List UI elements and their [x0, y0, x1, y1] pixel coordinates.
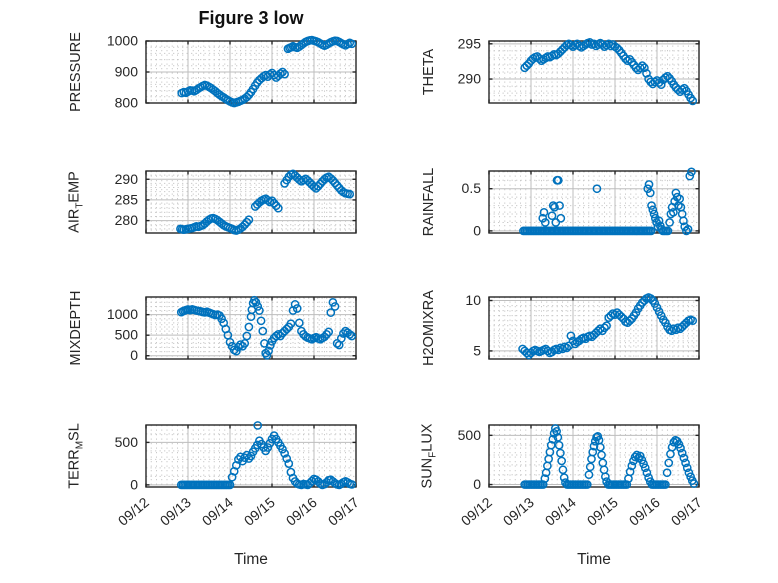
y-tick-label: 500 [458, 427, 482, 443]
y-tick-label: 5 [473, 342, 481, 358]
y-tick-label: 0 [130, 476, 138, 492]
x-tick-label: 09/17 [668, 494, 705, 529]
y-tick-label: 285 [115, 191, 139, 207]
y-axis-label-terr-msl: TERRMSL [66, 423, 86, 489]
x-tick-label: 09/13 [157, 494, 194, 529]
x-tick-label: 09/15 [241, 494, 278, 529]
y-tick-label: 0.5 [462, 180, 482, 196]
y-tick-label: 0 [130, 347, 138, 363]
plot-area-pressure: 800 900 1000 [107, 33, 357, 111]
subplot-pressure: 800 900 1000 [92, 31, 370, 122]
x-axis-label-right: Time [577, 551, 611, 568]
x-tick-label: 09/14 [199, 494, 236, 529]
x-axis-label-left: Time [234, 551, 268, 568]
x-tick-label: 09/14 [542, 494, 579, 529]
plot-area-rainfall: 00.5 [462, 167, 700, 238]
y-tick-label: 290 [458, 71, 482, 87]
plot-area-h2omixra: 5 10 [465, 292, 700, 360]
y-tick-label: 500 [115, 327, 139, 343]
subplot-mixdepth: 0 500 1000 [92, 287, 370, 378]
x-tick-label: 09/15 [584, 494, 621, 529]
y-tick-label: 1000 [107, 306, 138, 322]
y-axis-label-rainfall: RAINFALL [421, 167, 437, 237]
y-tick-label: 900 [115, 64, 139, 80]
subplot-terr-msl: 0 500 09/12 09/13 09/14 09/15 09/16 09/17 [92, 415, 370, 570]
plot-area-terr-msl: 0 500 09/12 09/13 09/14 09/15 09/16 09/17 [115, 421, 362, 529]
y-axis-label-sun-flux: SUNFLUX [419, 423, 439, 489]
y-tick-label: 800 [115, 95, 139, 111]
x-tick-label: 09/17 [325, 494, 362, 529]
y-axis-label-air-temp: AIRTEMP [66, 171, 86, 233]
y-tick-label: 290 [115, 171, 139, 187]
subplot-rainfall: 0 0.5 [435, 161, 713, 252]
plot-area-mixdepth: 0 500 1000 [107, 295, 357, 363]
y-tick-label: 0 [473, 476, 481, 492]
x-tick-label: 09/12 [458, 494, 495, 529]
plot-area-air-temp: 280 285 290 [115, 169, 357, 235]
y-tick-label: 1000 [107, 33, 138, 49]
subplot-theta: 290 295 [435, 31, 713, 122]
x-tick-label: 09/12 [115, 494, 152, 529]
y-tick-label: 0 [473, 222, 481, 238]
x-tick-label: 09/13 [500, 494, 537, 529]
y-tick-label: 10 [465, 292, 481, 308]
plot-area-sun-flux: 0 500 09/12 09/13 09/14 09/15 09/16 09/17 [458, 424, 705, 529]
plot-area-theta: 290 295 [458, 35, 700, 106]
x-tick-label: 09/16 [283, 494, 320, 529]
subplot-h2omixra: 5 10 [435, 287, 713, 378]
y-tick-label: 500 [115, 434, 139, 450]
figure-title: Figure 3 low [198, 8, 304, 28]
subplot-sun-flux: 0 500 09/12 09/13 09/14 09/15 09/16 09/17 [435, 415, 713, 570]
y-axis-label-pressure: PRESSURE [68, 32, 84, 112]
subplot-air-temp: 280 285 290 [92, 161, 370, 252]
y-tick-label: 280 [115, 212, 139, 228]
y-tick-label: 295 [458, 35, 482, 51]
x-tick-label: 09/16 [626, 494, 663, 529]
y-axis-label-h2omixra: H2OMIXRA [421, 290, 437, 366]
y-axis-label-mixdepth: MIXDEPTH [68, 290, 84, 366]
y-axis-label-theta: THETA [421, 48, 437, 96]
